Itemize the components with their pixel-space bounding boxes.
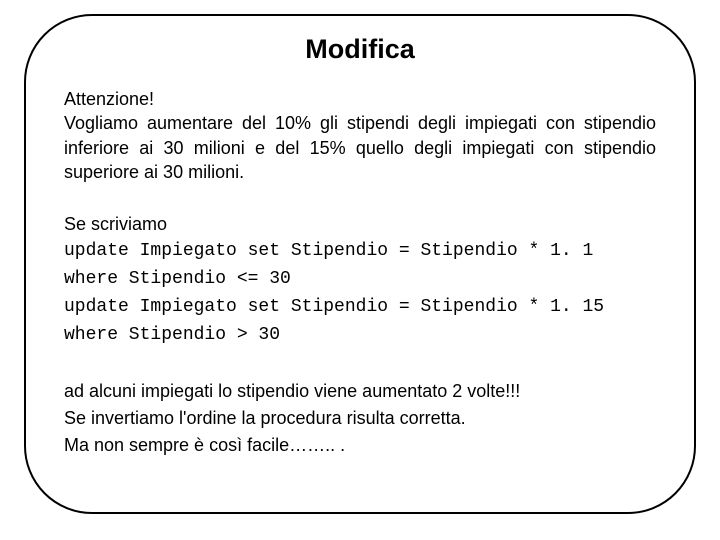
code-block: update Impiegato set Stipendio = Stipend…	[64, 238, 656, 350]
body-text: Vogliamo aumentare del 10% gli stipendi …	[64, 113, 656, 182]
slide-frame: Modifica Attenzione! Vogliamo aumentare …	[24, 14, 696, 514]
code-line-2: where Stipendio <= 30	[64, 269, 291, 289]
code-intro: Se scriviamo	[64, 212, 656, 236]
attention-label: Attenzione!	[64, 89, 154, 109]
closing-paragraph: ad alcuni impiegati lo stipendio viene a…	[64, 378, 656, 459]
code-line-4: where Stipendio > 30	[64, 325, 280, 345]
closing-line-1: ad alcuni impiegati lo stipendio viene a…	[64, 381, 520, 401]
slide-title: Modifica	[64, 34, 656, 65]
code-line-3: update Impiegato set Stipendio = Stipend…	[64, 297, 604, 317]
closing-line-3: Ma non sempre è così facile…….. .	[64, 435, 345, 455]
body-paragraph: Attenzione! Vogliamo aumentare del 10% g…	[64, 87, 656, 184]
closing-line-2: Se invertiamo l'ordine la procedura risu…	[64, 408, 466, 428]
code-line-1: update Impiegato set Stipendio = Stipend…	[64, 241, 593, 261]
